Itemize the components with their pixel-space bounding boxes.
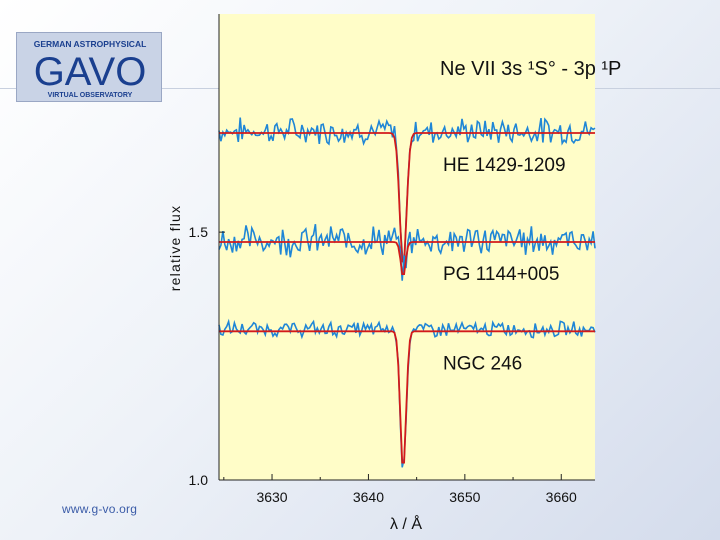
y-tick-label: 1.5 bbox=[189, 224, 209, 240]
chart-title: Ne VII 3s ¹S° - 3p ¹P bbox=[440, 58, 621, 80]
model-spectrum-3 bbox=[219, 330, 595, 464]
logo-bottom-text: VIRTUAL OBSERVATORY bbox=[48, 92, 133, 99]
x-axis-label: λ / Å bbox=[390, 514, 422, 533]
series-label-2: PG 1144+005 bbox=[443, 264, 559, 285]
y-axis-label: relative flux bbox=[167, 205, 183, 291]
series-label-3: NGC 246 bbox=[443, 353, 522, 374]
footer-url: www.g-vo.org bbox=[62, 502, 138, 516]
y-tick-label: 1.0 bbox=[189, 472, 209, 488]
x-tick-label: 3640 bbox=[353, 489, 384, 505]
logo-main-text: GAVO bbox=[34, 50, 147, 94]
model-spectrum-1 bbox=[219, 132, 595, 263]
x-tick-label: 3630 bbox=[256, 489, 287, 505]
logo-top-text: GERMAN ASTROPHYSICAL bbox=[34, 39, 147, 49]
series-label-1: HE 1429-1209 bbox=[443, 155, 566, 176]
gavo-logo-graphic: GERMAN ASTROPHYSICAL GAVO VIRTUAL OBSERV… bbox=[17, 33, 161, 101]
x-tick-label: 3660 bbox=[546, 489, 577, 505]
gavo-logo: GERMAN ASTROPHYSICAL GAVO VIRTUAL OBSERV… bbox=[16, 32, 162, 102]
x-tick-label: 3650 bbox=[449, 489, 480, 505]
model-spectrum-2 bbox=[219, 241, 595, 276]
